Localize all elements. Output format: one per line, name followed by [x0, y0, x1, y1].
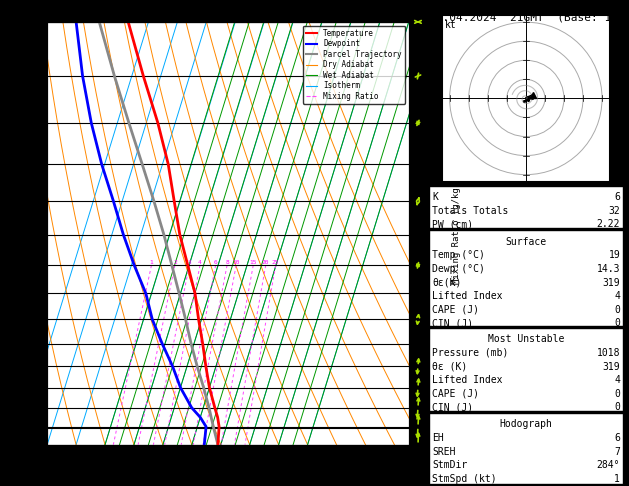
Title: 32°38'N  343°54'W  1m  ASL: 32°38'N 343°54'W 1m ASL	[135, 8, 321, 21]
Text: Mixing Ratio (g/kg): Mixing Ratio (g/kg)	[452, 182, 460, 284]
Legend: Temperature, Dewpoint, Parcel Trajectory, Dry Adiabat, Wet Adiabat, Isotherm, Mi: Temperature, Dewpoint, Parcel Trajectory…	[303, 26, 405, 104]
Text: Pressure (mb): Pressure (mb)	[432, 348, 508, 358]
Text: Temp (°C): Temp (°C)	[432, 250, 485, 260]
Text: θε (K): θε (K)	[432, 362, 467, 372]
Text: 0: 0	[615, 402, 620, 413]
Text: Dewp (°C): Dewp (°C)	[432, 264, 485, 274]
Y-axis label: km
ASL: km ASL	[440, 223, 457, 244]
Text: 6: 6	[615, 192, 620, 202]
Text: 1: 1	[615, 474, 620, 484]
Text: 14.3: 14.3	[597, 264, 620, 274]
Text: 19: 19	[608, 250, 620, 260]
Text: 6: 6	[214, 260, 218, 265]
Text: StmDir: StmDir	[432, 460, 467, 470]
Text: 0: 0	[615, 389, 620, 399]
Text: EH: EH	[432, 433, 444, 443]
Text: 1018: 1018	[597, 348, 620, 358]
Text: CAPE (J): CAPE (J)	[432, 389, 479, 399]
Text: 20: 20	[262, 260, 269, 265]
Text: 284°: 284°	[597, 460, 620, 470]
Text: CAPE (J): CAPE (J)	[432, 305, 479, 315]
Text: Hodograph: Hodograph	[499, 419, 553, 430]
Text: 4: 4	[615, 291, 620, 301]
Text: Surface: Surface	[506, 237, 547, 247]
Text: 2: 2	[173, 260, 177, 265]
Text: 25: 25	[272, 260, 279, 265]
Text: LCL: LCL	[416, 423, 431, 432]
Text: PW (cm): PW (cm)	[432, 219, 473, 229]
Text: Most Unstable: Most Unstable	[488, 334, 564, 345]
Text: 4: 4	[198, 260, 202, 265]
Text: 8: 8	[225, 260, 229, 265]
Text: 6: 6	[615, 433, 620, 443]
Text: Lifted Index: Lifted Index	[432, 291, 503, 301]
Text: 32: 32	[608, 206, 620, 216]
Text: CIN (J): CIN (J)	[432, 402, 473, 413]
Text: θε(K): θε(K)	[432, 278, 462, 288]
Y-axis label: hPa: hPa	[0, 223, 8, 243]
Text: 3: 3	[187, 260, 191, 265]
Text: Lifted Index: Lifted Index	[432, 375, 503, 385]
Text: 2.22: 2.22	[597, 219, 620, 229]
X-axis label: Dewpoint / Temperature (°C): Dewpoint / Temperature (°C)	[137, 470, 319, 480]
Text: CIN (J): CIN (J)	[432, 318, 473, 329]
Text: Totals Totals: Totals Totals	[432, 206, 508, 216]
Text: SREH: SREH	[432, 447, 455, 457]
Text: © weatheronline.co.uk: © weatheronline.co.uk	[253, 475, 376, 486]
Text: K: K	[432, 192, 438, 202]
Text: 10: 10	[232, 260, 240, 265]
Text: 0: 0	[615, 318, 620, 329]
Text: 23.04.2024  21GMT  (Base: 18): 23.04.2024 21GMT (Base: 18)	[429, 12, 625, 22]
Text: 7: 7	[615, 447, 620, 457]
Text: 15: 15	[250, 260, 257, 265]
Text: 1: 1	[150, 260, 153, 265]
Text: StmSpd (kt): StmSpd (kt)	[432, 474, 497, 484]
Text: kt: kt	[445, 19, 457, 30]
Text: 4: 4	[615, 375, 620, 385]
Text: 319: 319	[603, 278, 620, 288]
Text: 319: 319	[603, 362, 620, 372]
Text: hPa: hPa	[41, 8, 58, 18]
Text: 0: 0	[615, 305, 620, 315]
